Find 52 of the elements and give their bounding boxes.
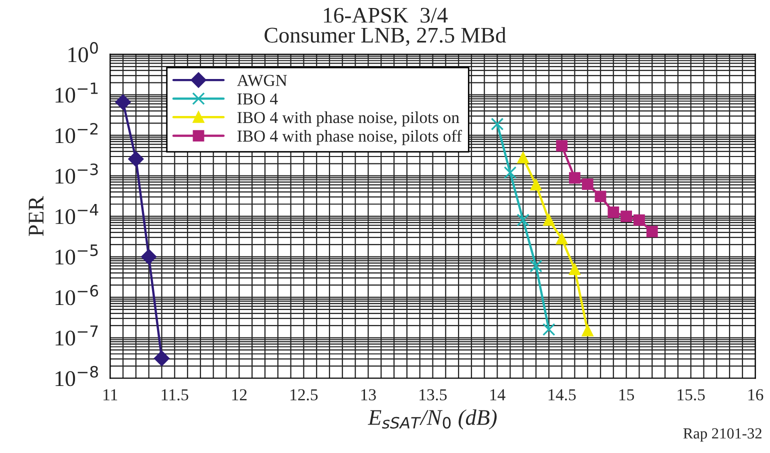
point [582, 324, 594, 336]
point [569, 264, 580, 276]
point [530, 260, 542, 272]
y-tick-label: 10$^{−2}$ [56, 122, 98, 144]
legend-label: AWGN [237, 74, 287, 86]
x-tick-label: 14.5 [548, 389, 576, 400]
point [115, 94, 131, 110]
y-tick-label: 10$^{−5}$ [56, 244, 98, 265]
y-tick-label: 10$^{−4}$ [56, 204, 98, 224]
y-tick-label: 10$^{−7}$ [56, 326, 98, 346]
point [582, 178, 594, 190]
point [128, 151, 144, 167]
x-tick-label: 11.5 [162, 389, 188, 400]
x-tick-label: 13 [361, 389, 376, 400]
y-axis-title: PER [28, 196, 44, 236]
y-tick-label: 10$^{−8}$ [56, 366, 98, 386]
point [556, 232, 568, 244]
x-tick-label: 14 [490, 389, 506, 400]
y-tick-label: 10$^{0}$ [68, 42, 98, 62]
x-tick-label: 11 [104, 389, 118, 400]
x-tick-label: 15.5 [678, 389, 705, 400]
legend-label: IBO 4 with phase noise, pilots off [237, 130, 462, 146]
point [556, 140, 568, 152]
point [542, 323, 556, 336]
text: Rap 2101-32 [683, 428, 762, 442]
x-tick-label: 12 [232, 389, 247, 400]
chart-title: 16-APSK 3/4 [324, 8, 448, 23]
legend-label: IBO 4 [237, 93, 278, 105]
y-tick-label: 10$^{−6}$ [56, 284, 98, 306]
point [620, 210, 632, 222]
point [517, 152, 529, 164]
point [504, 166, 517, 180]
point [141, 249, 157, 265]
x-tick-label: 15 [619, 389, 634, 400]
point [569, 172, 580, 184]
point [594, 190, 606, 202]
x-tick-label: 12.5 [290, 389, 318, 400]
x-tick-label: 16 [748, 389, 764, 400]
x-tick-label: 13.5 [420, 389, 447, 400]
point [634, 214, 645, 226]
chart-subtitle: Consumer LNB, 27.5 MBd [264, 27, 506, 46]
y-tick-label: 10$^{−1}$ [56, 82, 98, 103]
legend-label: IBO 4 with phase noise, pilots on [237, 111, 460, 127]
y-tick-label: 10$^{−3}$ [56, 163, 98, 184]
point [646, 226, 658, 238]
point [154, 350, 170, 366]
point [516, 214, 530, 226]
point [490, 118, 504, 130]
point [530, 179, 542, 190]
point [608, 206, 620, 218]
point [543, 214, 555, 226]
x-axis-title: E$_{sSAT}$/N$_{0}$ (dB) [368, 409, 497, 430]
